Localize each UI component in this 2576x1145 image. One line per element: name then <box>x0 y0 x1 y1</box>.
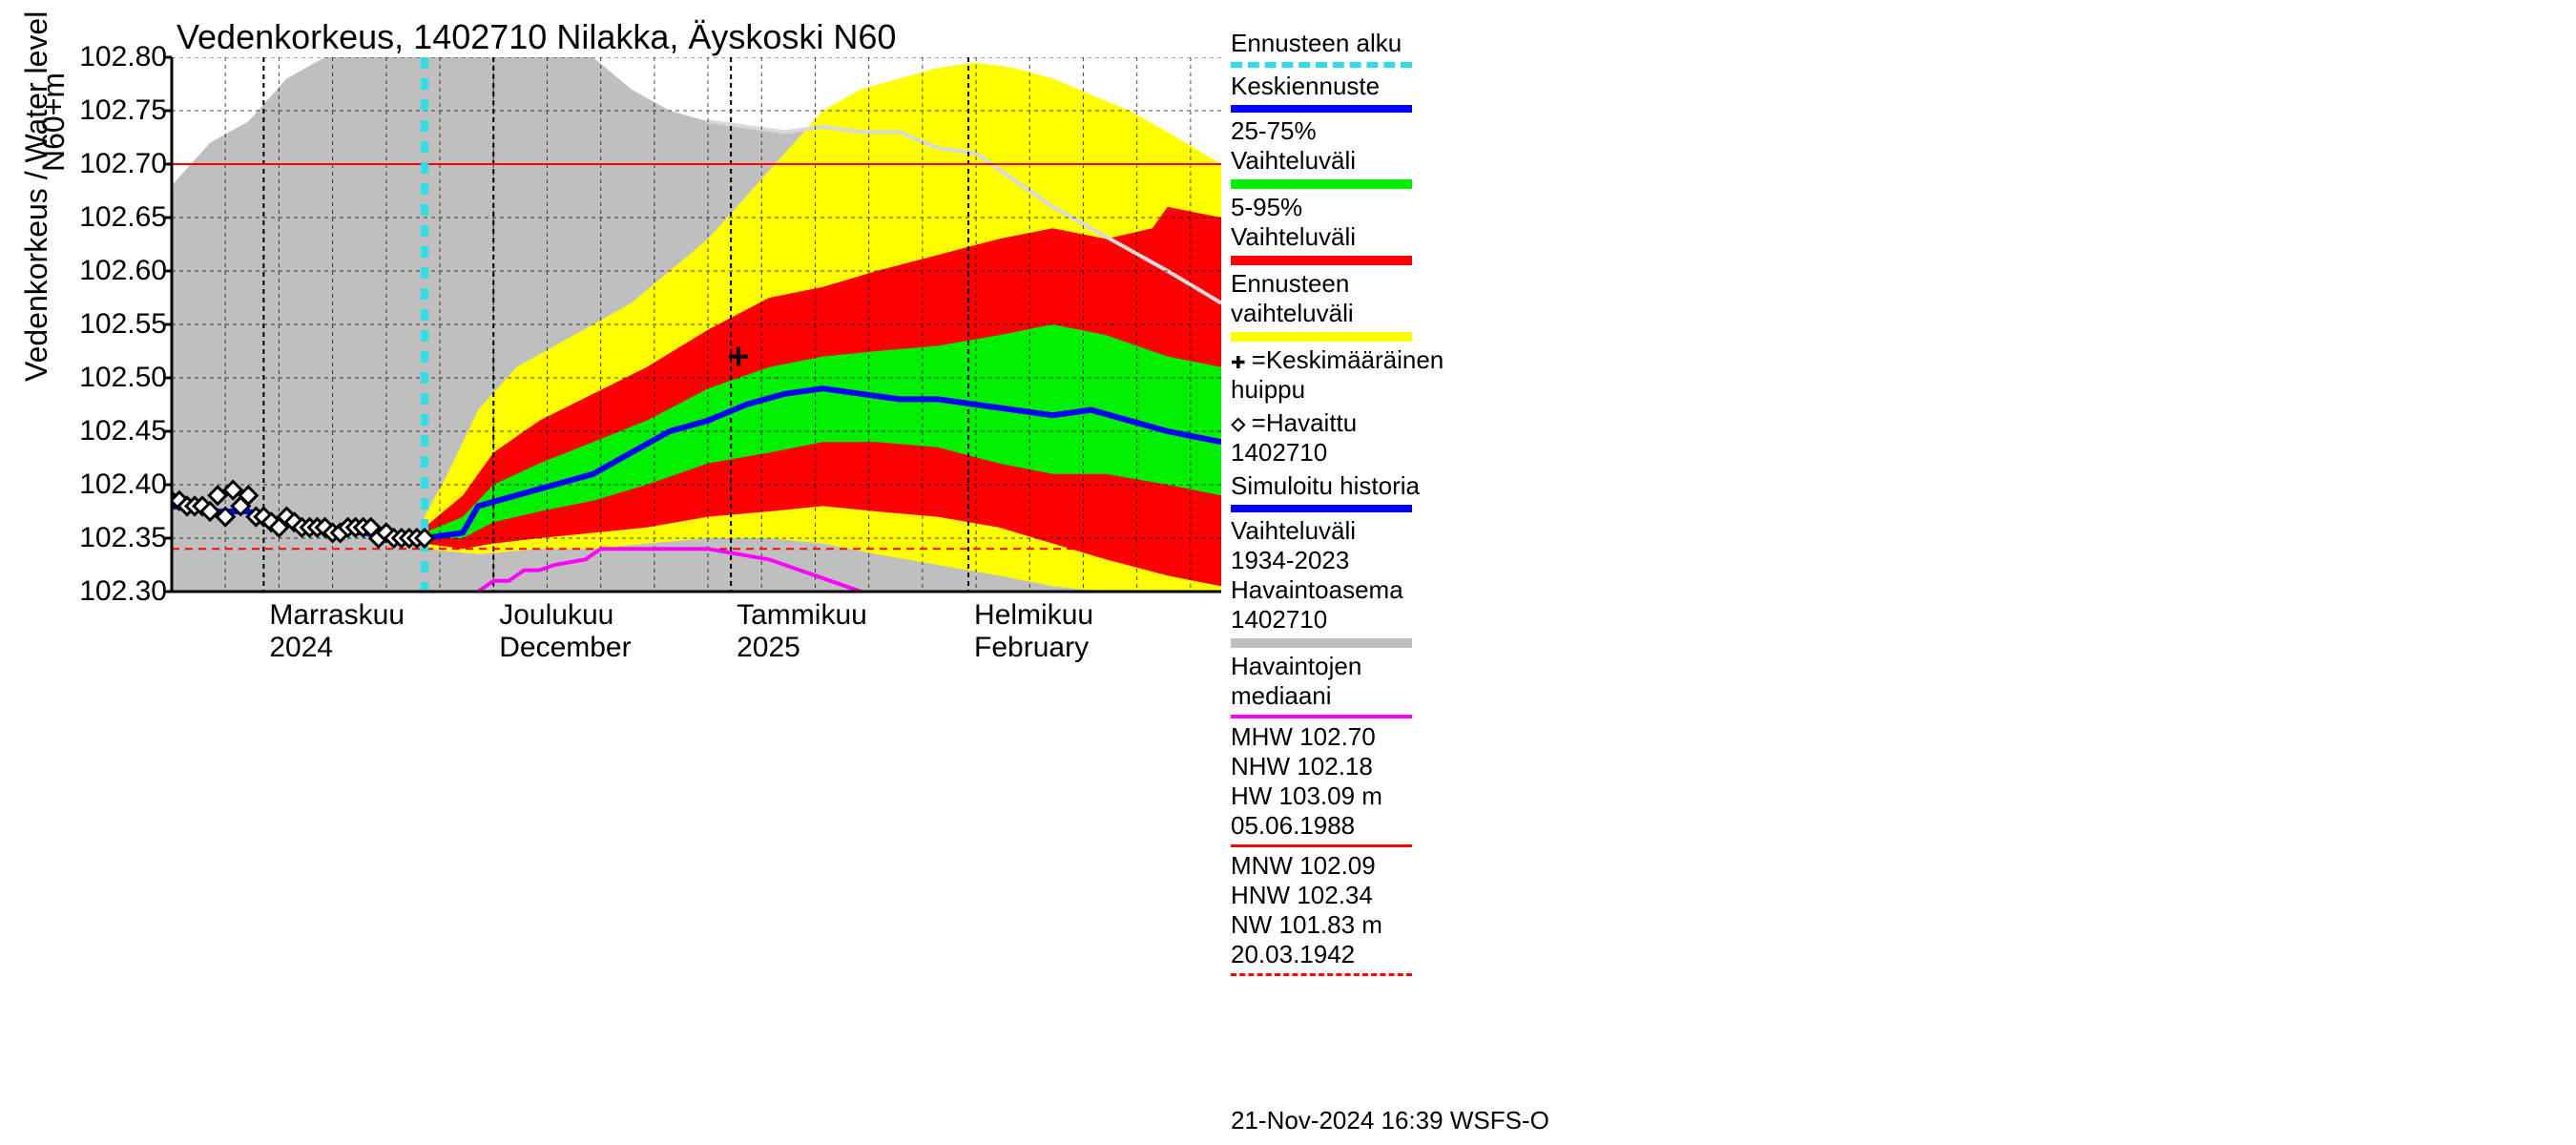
legend-item: MNW 102.09 HNW 102.34 NW 101.83 m 20.03.… <box>1231 851 1422 976</box>
legend-item: ✚=Keskimääräinen huippu <box>1231 345 1422 405</box>
ytick-label: 102.30 <box>76 575 167 608</box>
legend-item: 5-95% Vaihteluväli <box>1231 193 1422 265</box>
legend: Ennusteen alku Keskiennuste25-75% Vaihtel… <box>1231 29 1422 980</box>
ytick-label: 102.80 <box>76 41 167 73</box>
ytick-label: 102.50 <box>76 362 167 394</box>
ytick-label: 102.40 <box>76 468 167 501</box>
footer-timestamp: 21-Nov-2024 16:39 WSFS-O <box>1231 1106 1549 1135</box>
ytick-label: 102.65 <box>76 201 167 234</box>
waterlevel-chart: Vedenkorkeus, 1402710 Nilakka, Äyskoski … <box>0 0 2576 1145</box>
legend-item: Keskiennuste <box>1231 72 1422 113</box>
legend-item: Vaihteluväli 1934-2023 Havaintoasema 140… <box>1231 516 1422 648</box>
ytick-label: 102.45 <box>76 415 167 448</box>
xtick-label: HelmikuuFebruary <box>974 599 1093 664</box>
ytick-label: 102.70 <box>76 148 167 180</box>
legend-item: Ennusteen vaihteluväli <box>1231 269 1422 342</box>
legend-item: 25-75% Vaihteluväli <box>1231 116 1422 189</box>
legend-item: MHW 102.70 NHW 102.18 HW 103.09 m 05.06.… <box>1231 722 1422 847</box>
legend-item: ◇=Havaittu 1402710 <box>1231 408 1422 468</box>
ytick-label: 102.55 <box>76 308 167 341</box>
xtick-label: Tammikuu2025 <box>737 599 867 664</box>
chart-svg <box>0 0 1431 687</box>
ytick-label: 102.60 <box>76 255 167 287</box>
xtick-label: Marraskuu2024 <box>269 599 405 664</box>
legend-item: Ennusteen alku <box>1231 29 1422 68</box>
ytick-label: 102.75 <box>76 94 167 127</box>
xtick-label: JoulukuuDecember <box>499 599 631 664</box>
legend-item: Havaintojen mediaani <box>1231 652 1422 718</box>
ytick-label: 102.35 <box>76 522 167 554</box>
legend-item: Simuloitu historia <box>1231 471 1422 512</box>
